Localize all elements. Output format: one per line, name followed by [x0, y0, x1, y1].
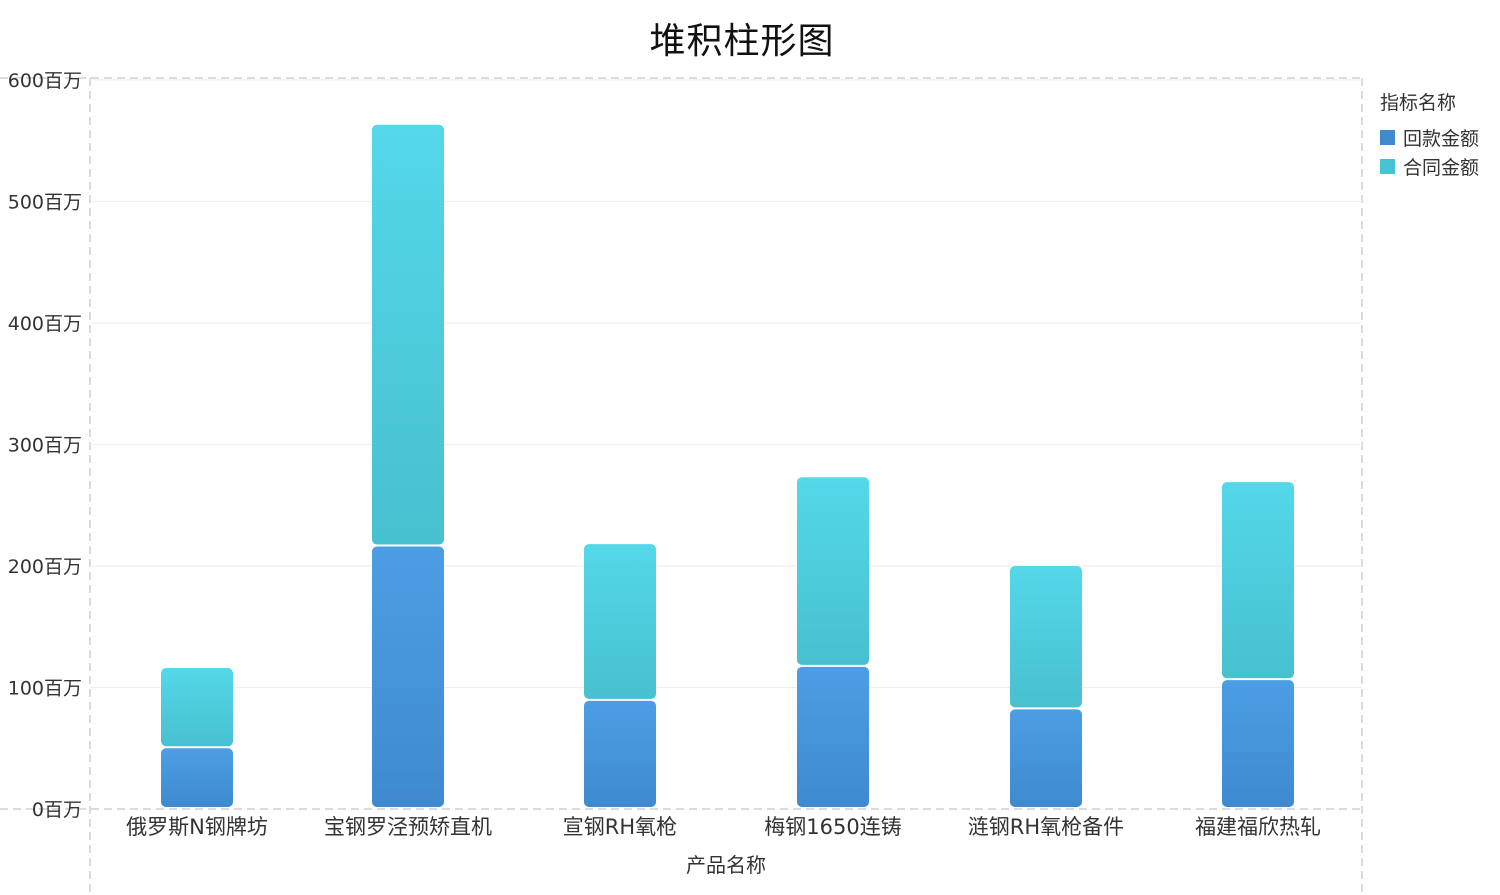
x-tick-label: 福建福欣热轧 [1195, 815, 1321, 839]
x-tick-label: 俄罗斯N钢牌坊 [126, 815, 268, 839]
y-tick-label: 600百万 [8, 70, 82, 92]
bar-contract-2[interactable] [584, 544, 656, 699]
x-tick-label: 梅钢1650连铸 [764, 815, 901, 839]
legend-swatch [1380, 159, 1395, 174]
x-tick-label: 宝钢罗泾预矫直机 [324, 815, 492, 839]
legend-swatch [1380, 130, 1395, 145]
bar-contract-0[interactable] [161, 668, 233, 747]
y-tick-label: 500百万 [8, 191, 82, 213]
chart-title: 堆积柱形图 [649, 21, 835, 62]
bar-payment-0[interactable] [161, 748, 233, 807]
x-tick-label: 宣钢RH氧枪 [563, 815, 677, 839]
gridlines [90, 79, 1362, 688]
legend-label: 回款金额 [1403, 128, 1480, 150]
bars [161, 124, 1294, 807]
bar-payment-5[interactable] [1222, 680, 1294, 807]
y-tick-label: 100百万 [8, 677, 82, 699]
y-axis-ticks: 0百万 100百万 200百万 300百万 400百万 500百万 600百万 [8, 70, 82, 821]
bar-payment-3[interactable] [797, 666, 869, 807]
legend-item[interactable]: 合同金额 [1380, 152, 1479, 181]
bar-contract-5[interactable] [1222, 482, 1294, 679]
bar-contract-4[interactable] [1010, 565, 1082, 708]
bar-contract-1[interactable] [372, 124, 444, 545]
y-tick-label: 0百万 [32, 799, 82, 821]
legend: 指标名称 回款金额合同金额 [1380, 88, 1479, 181]
y-tick-label: 400百万 [8, 313, 82, 335]
legend-title: 指标名称 [1380, 92, 1457, 114]
x-axis-ticks: 俄罗斯N钢牌坊 宝钢罗泾预矫直机 宣钢RH氧枪 梅钢1650连铸 涟钢RH氧枪备件 福建福… [126, 815, 1321, 839]
x-tick-label: 涟钢RH氧枪备件 [968, 815, 1124, 839]
y-tick-label: 200百万 [8, 556, 82, 578]
legend-label: 合同金额 [1403, 157, 1480, 179]
bar-contract-3[interactable] [797, 477, 869, 665]
y-tick-label: 300百万 [8, 434, 82, 456]
bar-payment-2[interactable] [584, 700, 656, 807]
bar-payment-4[interactable] [1010, 709, 1082, 807]
plot-frame [0, 77, 1363, 895]
bar-payment-1[interactable] [372, 546, 444, 807]
legend-item[interactable]: 回款金额 [1380, 123, 1479, 152]
x-axis-title: 产品名称 [686, 853, 766, 877]
